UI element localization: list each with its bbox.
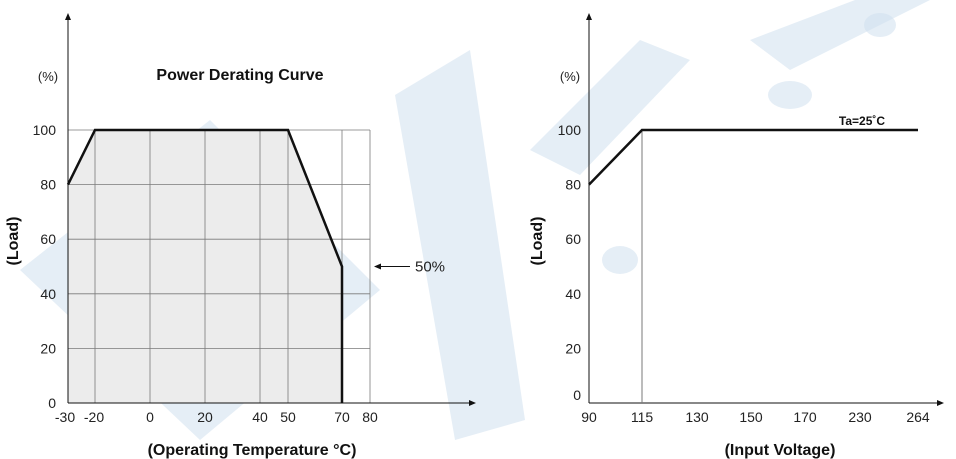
x-tick-label: -30: [55, 409, 75, 425]
y-tick-label: 40: [40, 286, 56, 302]
chart-title: Power Derating Curve: [156, 67, 323, 84]
annotation-50-percent: 50%: [415, 259, 445, 276]
x-tick-label: 40: [252, 409, 268, 425]
y-tick-label: 60: [40, 231, 56, 247]
y-axis-arrow: [586, 13, 592, 20]
x-tick-label: 150: [739, 409, 763, 425]
watermark-e-1: [768, 81, 812, 109]
y-axis-arrow: [65, 13, 71, 20]
annotation-arrowhead: [374, 263, 381, 270]
x-tick-label: 70: [334, 409, 350, 425]
watermark-c: [864, 13, 896, 37]
y-tick-label: 100: [558, 122, 582, 138]
y-tick-labels: 0 20 40 60 80 100: [33, 122, 57, 411]
x-axis-arrow: [469, 400, 476, 406]
x-tick-label: 130: [685, 409, 709, 425]
unit-label: (%): [38, 69, 58, 84]
y-tick-label: 80: [565, 177, 581, 193]
y-tick-labels: 0 20 40 60 80 100: [558, 122, 582, 403]
x-tick-labels: 90 115 130 150 170 230 264: [581, 409, 930, 425]
chart-temperature-derating: -30 -20 0 20 40 50 70 80 0 20 40 60 80 100 Power Der…: [5, 13, 476, 459]
x-tick-label: 230: [848, 409, 872, 425]
y-tick-label: 40: [565, 286, 581, 302]
chart-voltage-derating: 90 115 130 150 170 230 264 0 20 40 60 80 100 (%) (I…: [529, 13, 944, 459]
y-tick-label: 20: [565, 340, 581, 356]
watermark-e-2: [602, 246, 638, 274]
y-tick-label: 80: [40, 177, 56, 193]
watermark-slash-1: [395, 50, 525, 440]
x-tick-label: 50: [280, 409, 296, 425]
x-tick-labels: -30 -20 0 20 40 50 70 80: [55, 409, 378, 425]
ambient-temperature-note: Ta=25˚C: [839, 114, 885, 128]
x-tick-label: 170: [793, 409, 817, 425]
x-tick-label: 80: [362, 409, 378, 425]
y-tick-label: 20: [40, 340, 56, 356]
x-tick-label: 20: [197, 409, 213, 425]
y-axis-title: (Load): [5, 217, 22, 266]
watermark-slash-3: [750, 0, 930, 70]
y-tick-label: 0: [573, 387, 581, 403]
series-line: [66, 128, 344, 403]
series-line: [588, 128, 918, 186]
y-tick-label: 100: [33, 122, 57, 138]
unit-label: (%): [560, 69, 580, 84]
x-tick-label: -20: [84, 409, 104, 425]
y-tick-label: 60: [565, 231, 581, 247]
x-tick-label: 0: [146, 409, 154, 425]
x-axis-title: (Operating Temperature °C): [148, 442, 357, 459]
x-tick-label: 115: [631, 409, 654, 425]
x-axis-title: (Input Voltage): [725, 442, 836, 459]
x-tick-label: 90: [581, 409, 597, 425]
y-axis-title: (Load): [529, 217, 546, 266]
x-tick-label: 264: [906, 409, 930, 425]
x-axis-arrow: [937, 400, 944, 406]
watermark-slash-2: [530, 40, 690, 175]
y-tick-label: 0: [48, 395, 56, 411]
